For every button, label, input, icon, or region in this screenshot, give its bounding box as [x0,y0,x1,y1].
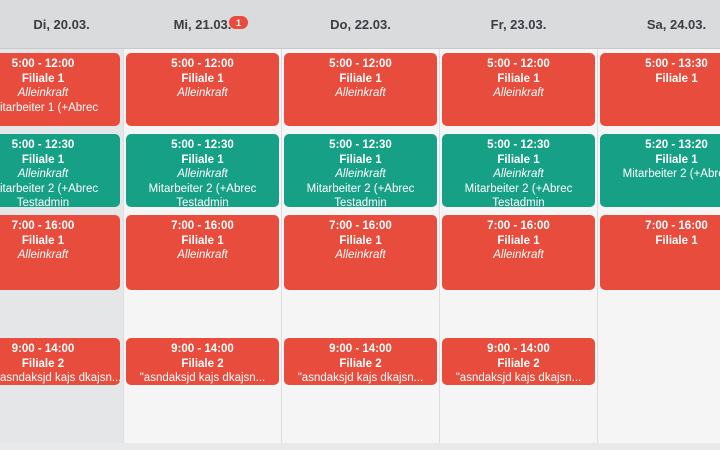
shift-time: 9:00 - 14:00 [171,343,234,355]
shift-role: Alleinkraft [335,87,386,99]
shift-branch: Filiale 1 [21,153,65,166]
shift-employee: itarbeiter 1 (+Abrec [0,101,99,114]
day-header-fri[interactable]: Fr, 23.03. [490,16,547,32]
shift-branch: Filiale 2 [21,357,65,370]
shift-branch: Filiale 1 [655,153,698,166]
shift-card[interactable]: 5:00 - 12:30 Filiale 1 Alleinkraft Mitar… [442,134,595,207]
shift-admin: Testadmin [492,197,545,207]
shift-card[interactable]: 5:00 - 12:30 Filiale 1 Alleinkraft Mitar… [284,134,437,207]
shift-role: Alleinkraft [17,168,69,180]
shift-card[interactable]: 5:00 - 12:30 Filiale 1 Alleinkraft Mitar… [126,134,279,207]
shift-note: asndaksjd kajs dkajsn... [0,372,120,384]
shift-card[interactable]: 5:00 - 12:00 Filiale 1 Alleinkraft itarb… [0,53,120,126]
shift-time: 5:00 - 12:30 [329,139,392,151]
shift-branch: Filiale 1 [181,153,224,166]
bottom-bar [0,443,720,450]
shift-time: 5:20 - 13:20 [645,139,708,151]
shift-time: 7:00 - 16:00 [645,220,708,232]
shift-employee: Mitarbeiter 2 (+Abrec [464,182,573,195]
shift-time: 9:00 - 14:00 [329,343,392,355]
shift-branch: Filiale 1 [21,72,65,85]
shift-branch: Filiale 1 [497,234,540,247]
shift-role: Alleinkraft [493,87,544,99]
shift-card[interactable]: 9:00 - 14:00 Filiale 2 "asndaksjd kajs d… [126,338,279,385]
shift-branch: Filiale 1 [181,234,224,247]
notification-badge[interactable]: 1 [229,16,248,29]
shift-role: Alleinkraft [493,168,544,180]
shift-role: Alleinkraft [177,168,228,180]
shift-admin: Testadmin [16,197,70,207]
shift-role: Alleinkraft [493,249,544,261]
column-divider [597,49,598,443]
shift-time: 9:00 - 14:00 [11,343,75,355]
shift-role: Alleinkraft [335,168,386,180]
shift-note: "asndaksjd kajs dkajsn... [297,372,424,384]
shift-branch: Filiale 1 [21,234,65,247]
shift-card[interactable]: 5:00 - 12:30 Filiale 1 Alleinkraft itarb… [0,134,120,207]
shift-admin: Testadmin [176,197,229,207]
shift-card[interactable]: 7:00 - 16:00 Filiale 1 [600,215,720,290]
shift-branch: Filiale 1 [339,153,382,166]
shift-role: Alleinkraft [177,249,228,261]
column-divider [281,49,282,443]
shift-card[interactable]: 7:00 - 16:00 Filiale 1 Alleinkraft [442,215,595,290]
shift-card[interactable]: 9:00 - 14:00 Filiale 2 "asndaksjd kajs d… [284,338,437,385]
shift-time: 5:00 - 12:30 [171,139,234,151]
column-divider [123,49,124,443]
shift-card[interactable]: 5:00 - 12:00 Filiale 1 Alleinkraft [284,53,437,126]
shift-card[interactable]: 5:20 - 13:20 Filiale 1 Mitarbeiter 2 (+A… [600,134,720,207]
shift-time: 7:00 - 16:00 [11,220,75,232]
shift-time: 7:00 - 16:00 [171,220,234,232]
shift-card[interactable]: 5:00 - 13:30 Filiale 1 [600,53,720,126]
shift-time: 5:00 - 12:00 [329,58,392,70]
shift-branch: Filiale 1 [339,234,382,247]
shift-time: 5:00 - 12:30 [11,139,75,151]
shift-time: 5:00 - 12:00 [171,58,234,70]
shift-branch: Filiale 2 [497,357,540,370]
shift-time: 5:00 - 13:30 [645,58,708,70]
shift-time: 5:00 - 12:00 [487,58,550,70]
shift-time: 7:00 - 16:00 [487,220,550,232]
shift-branch: Filiale 1 [655,234,698,247]
shift-time: 9:00 - 14:00 [487,343,550,355]
shift-note: "asndaksjd kajs dkajsn... [455,372,582,384]
shift-branch: Filiale 1 [497,153,540,166]
shift-card[interactable]: 9:00 - 14:00 Filiale 2 asndaksjd kajs dk… [0,338,120,385]
shift-time: 5:00 - 12:00 [11,58,75,70]
shift-role: Alleinkraft [335,249,386,261]
column-divider [439,49,440,443]
shift-time: 7:00 - 16:00 [329,220,392,232]
shift-role: Alleinkraft [177,87,228,99]
shift-card[interactable]: 5:00 - 12:00 Filiale 1 Alleinkraft [126,53,279,126]
shift-card[interactable]: 7:00 - 16:00 Filiale 1 Alleinkraft [0,215,120,290]
shift-branch: Filiale 1 [339,72,382,85]
shift-branch: Filiale 1 [655,72,698,85]
day-header-tue[interactable]: Di, 20.03. [33,16,90,32]
shift-card[interactable]: 5:00 - 12:00 Filiale 1 Alleinkraft [442,53,595,126]
shift-admin: Testadmin [334,197,387,207]
shift-branch: Filiale 1 [497,72,540,85]
day-header-thu[interactable]: Do, 22.03. [330,16,391,32]
shift-card[interactable]: 7:00 - 16:00 Filiale 1 Alleinkraft [126,215,279,290]
shift-card[interactable]: 9:00 - 14:00 Filiale 2 "asndaksjd kajs d… [442,338,595,385]
shift-branch: Filiale 1 [181,72,224,85]
shift-role: Alleinkraft [17,249,69,261]
shift-branch: Filiale 2 [181,357,224,370]
shift-role: Alleinkraft [17,87,69,99]
shift-card[interactable]: 7:00 - 16:00 Filiale 1 Alleinkraft [284,215,437,290]
shift-employee: Mitarbeiter 2 (+Abrec [306,182,415,195]
shift-employee: Mitarbeiter 2 (+Abrec [622,168,720,180]
shift-employee: itarbeiter 2 (+Abrec [0,182,99,195]
shift-note: "asndaksjd kajs dkajsn... [139,372,266,384]
day-header-wed[interactable]: Mi, 21.03. 1 [124,0,281,48]
shift-employee: Mitarbeiter 2 (+Abrec [148,182,257,195]
shift-time: 5:00 - 12:30 [487,139,550,151]
day-header-sat[interactable]: Sa, 24.03. [646,16,707,32]
shift-branch: Filiale 2 [339,357,382,370]
week-header: Di, 20.03. Mi, 21.03. 1 Do, 22.03. Fr, 2… [0,0,720,49]
